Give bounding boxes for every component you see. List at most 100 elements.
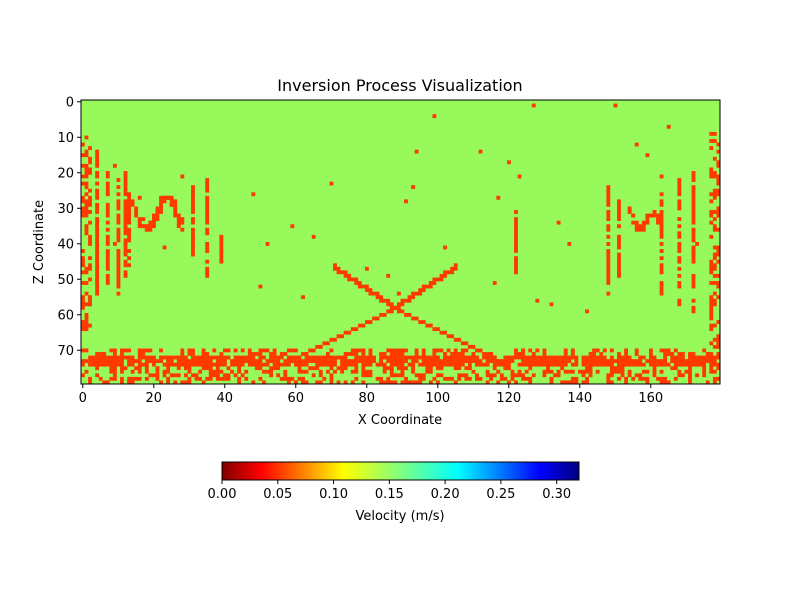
anomaly-cell — [201, 352, 206, 356]
anomaly-cell — [340, 359, 344, 363]
anomaly-cell — [169, 359, 174, 363]
anomaly-cell — [659, 359, 664, 363]
anomaly-cell — [354, 352, 359, 356]
anomaly-cell — [191, 348, 195, 353]
anomaly-cell — [354, 277, 359, 282]
anomaly-cell — [482, 355, 486, 360]
anomaly-cell — [659, 231, 664, 236]
anomaly-cell — [712, 323, 717, 328]
anomaly-cell — [421, 284, 426, 289]
anomaly-cell — [709, 220, 714, 225]
anomaly-cell — [276, 355, 281, 360]
anomaly-cell — [400, 369, 405, 374]
anomaly-cell — [677, 231, 682, 236]
anomaly-cell — [379, 362, 384, 367]
anomaly-cell — [482, 362, 486, 367]
anomaly-cell — [123, 210, 128, 214]
anomaly-cell — [712, 355, 717, 360]
anomaly-cell — [606, 256, 611, 261]
anomaly-cell — [716, 149, 721, 154]
anomaly-cell — [127, 195, 131, 200]
anomaly-cell — [631, 362, 636, 367]
anomaly-cell — [524, 376, 529, 381]
anomaly-cell — [471, 344, 476, 349]
anomaly-cell — [95, 291, 100, 296]
anomaly-cell — [482, 352, 486, 356]
anomaly-cell — [617, 199, 621, 204]
anomaly-cell — [223, 362, 227, 367]
anomaly-cell — [123, 242, 128, 246]
anomaly-cell — [173, 380, 178, 385]
anomaly-cell — [421, 352, 426, 356]
anomaly-cell — [84, 206, 89, 211]
anomaly-cell — [102, 362, 107, 367]
anomaly-cell — [379, 380, 384, 385]
anomaly-cell — [258, 355, 263, 360]
anomaly-cell — [347, 277, 352, 282]
anomaly-cell — [290, 359, 295, 363]
anomaly-cell — [567, 380, 572, 385]
anomaly-cell — [716, 281, 721, 285]
anomaly-cell — [294, 348, 298, 353]
anomaly-cell — [656, 359, 660, 363]
anomaly-cell — [84, 153, 89, 158]
anomaly-cell — [127, 220, 131, 225]
anomaly-cell — [691, 281, 696, 285]
anomaly-cell — [95, 174, 100, 179]
anomaly-cell — [432, 355, 437, 360]
anomaly-cell — [116, 284, 121, 289]
anomaly-cell — [81, 142, 85, 147]
anomaly-cell — [194, 362, 199, 367]
anomaly-cell — [191, 249, 195, 253]
anomaly-cell — [283, 376, 288, 381]
anomaly-cell — [680, 359, 685, 363]
anomaly-cell — [279, 362, 284, 367]
anomaly-cell — [691, 298, 696, 303]
anomaly-cell — [91, 355, 96, 360]
anomaly-cell — [308, 366, 313, 371]
anomaly-cell — [127, 380, 131, 385]
anomaly-cell — [634, 224, 639, 229]
anomaly-cell — [716, 160, 721, 165]
anomaly-cell — [443, 273, 447, 278]
anomaly-cell — [336, 355, 341, 360]
anomaly-cell — [123, 192, 128, 197]
anomaly-cell — [116, 249, 121, 253]
anomaly-cell — [155, 359, 160, 363]
anomaly-cell — [688, 362, 692, 367]
anomaly-cell — [368, 362, 373, 367]
anomaly-cell — [503, 366, 508, 371]
anomaly-cell — [617, 270, 621, 275]
anomaly-cell — [105, 249, 110, 253]
anomaly-cell — [389, 359, 394, 363]
anomaly-cell — [336, 270, 341, 275]
anomaly-cell — [386, 355, 391, 360]
anomaly-cell — [396, 359, 401, 363]
anomaly-cell — [141, 217, 146, 221]
anomaly-cell — [81, 305, 85, 310]
anomaly-cell — [294, 362, 298, 367]
anomaly-cell — [396, 309, 401, 314]
anomaly-cell — [709, 199, 714, 204]
anomaly-cell — [148, 373, 153, 378]
anomaly-cell — [460, 355, 465, 360]
anomaly-cell — [180, 174, 185, 179]
anomaly-cell — [155, 210, 160, 214]
anomaly-cell — [272, 362, 277, 367]
anomaly-cell — [88, 195, 92, 200]
anomaly-cell — [286, 380, 291, 385]
anomaly-cell — [453, 348, 458, 353]
anomaly-cell — [112, 369, 117, 374]
anomaly-cell — [304, 359, 309, 363]
anomaly-cell — [301, 295, 305, 300]
anomaly-cell — [549, 359, 554, 363]
anomaly-cell — [379, 298, 384, 303]
anomaly-cell — [691, 362, 696, 367]
anomaly-cell — [318, 344, 323, 349]
anomaly-cell — [631, 359, 636, 363]
anomaly-cell — [230, 362, 234, 367]
anomaly-cell — [379, 359, 384, 363]
anomaly-cell — [159, 355, 163, 360]
anomaly-cell — [624, 355, 628, 360]
anomaly-cell — [258, 366, 263, 371]
